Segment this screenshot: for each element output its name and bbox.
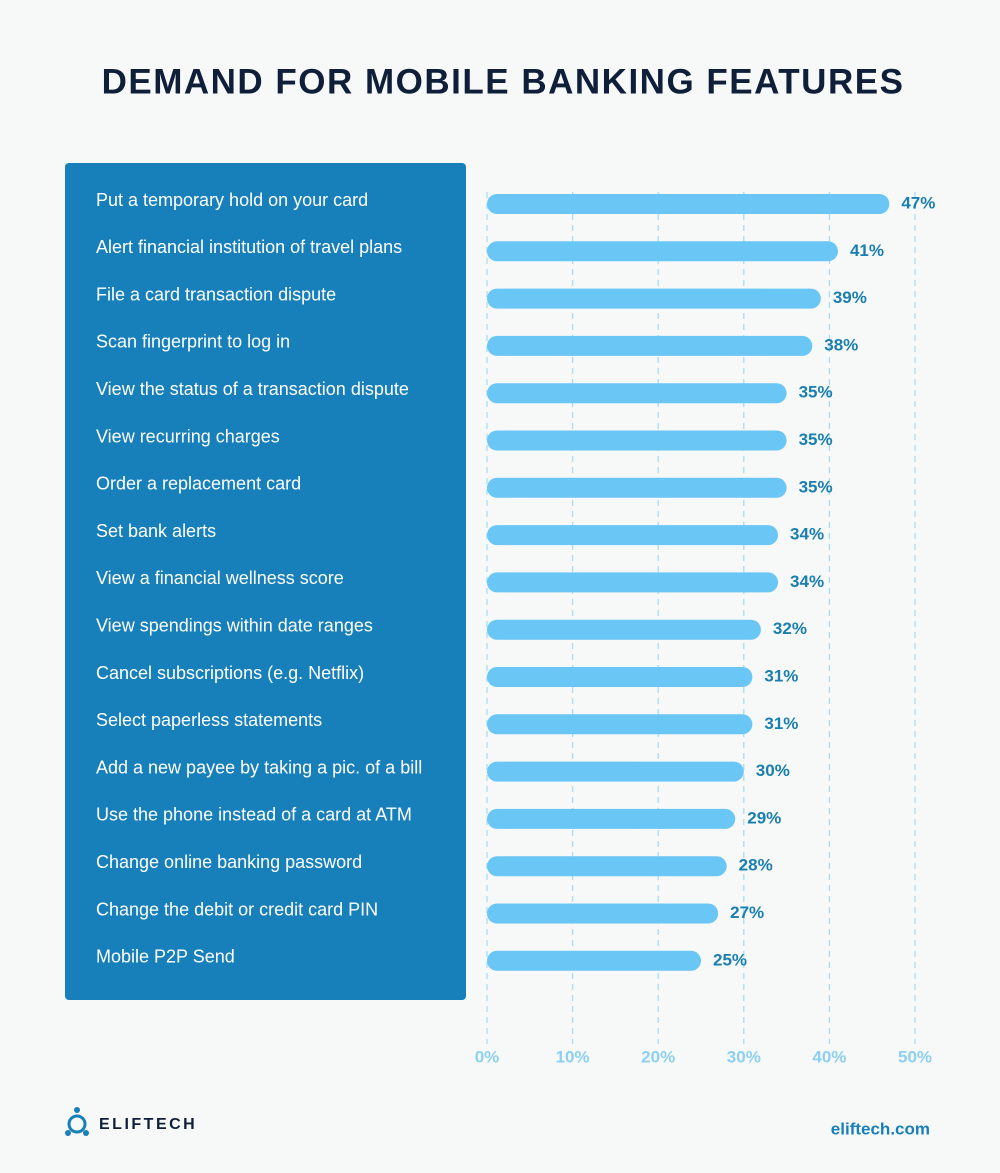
bar (487, 714, 753, 735)
category-label: Scan fingerprint to log in (96, 332, 290, 352)
category-label: Change the debit or credit card PIN (96, 899, 378, 919)
category-label: Add a new payee by taking a pic. of a bi… (96, 757, 422, 777)
bar (487, 241, 838, 262)
value-label: 25% (713, 950, 747, 969)
value-label: 39% (833, 288, 867, 307)
bar (487, 856, 727, 877)
bar (487, 430, 787, 451)
bar (487, 525, 779, 546)
value-label: 34% (790, 525, 824, 544)
value-label: 38% (824, 335, 858, 354)
value-label: 30% (756, 761, 790, 780)
category-label: Change online banking password (96, 852, 362, 872)
bar (487, 335, 813, 356)
bar (487, 808, 736, 829)
category-label: View recurring charges (96, 426, 280, 446)
category-label: View spendings within date ranges (96, 615, 373, 635)
x-tick-label: 30% (727, 1047, 761, 1066)
bar (487, 383, 787, 404)
bar (487, 619, 761, 640)
bar (487, 903, 719, 924)
category-label: File a card transaction dispute (96, 284, 336, 304)
value-label: 34% (790, 572, 824, 591)
brand-url[interactable]: eliftech.com (831, 1119, 930, 1138)
x-tick-label: 0% (475, 1047, 500, 1066)
bar (487, 194, 890, 214)
brand-name: ELIFTECH (99, 1116, 197, 1133)
value-label: 47% (901, 193, 935, 212)
category-label: Use the phone instead of a card at ATM (96, 805, 412, 825)
value-label: 29% (747, 808, 781, 827)
bar (487, 761, 744, 782)
bar (487, 288, 821, 309)
value-label: 35% (799, 477, 833, 496)
x-tick-label: 50% (898, 1047, 932, 1066)
value-label: 35% (799, 430, 833, 449)
value-label: 32% (773, 619, 807, 638)
category-label: Order a replacement card (96, 474, 301, 494)
value-label: 31% (764, 666, 798, 685)
category-label: Mobile P2P Send (96, 947, 235, 967)
category-label: View a financial wellness score (96, 568, 344, 588)
category-label: Set bank alerts (96, 521, 216, 541)
category-label: Put a temporary hold on your card (96, 190, 368, 210)
category-label: Alert financial institution of travel pl… (96, 237, 402, 257)
label-panel (65, 163, 466, 1000)
bar (487, 572, 779, 593)
x-tick-label: 20% (641, 1047, 675, 1066)
value-label: 41% (850, 241, 884, 260)
bar (487, 477, 787, 498)
value-label: 27% (730, 903, 764, 922)
logo (65, 1107, 89, 1136)
value-label: 28% (739, 856, 773, 875)
category-label: View the status of a transaction dispute (96, 379, 409, 399)
x-tick-label: 40% (812, 1047, 846, 1066)
category-label: Cancel subscriptions (e.g. Netflix) (96, 663, 364, 683)
chart-title: DEMAND FOR MOBILE BANKING FEATURES (102, 62, 905, 101)
value-label: 31% (764, 714, 798, 733)
x-tick-label: 10% (556, 1047, 590, 1066)
value-label: 35% (799, 383, 833, 402)
bar (487, 950, 701, 971)
bar (487, 667, 753, 687)
category-label: Select paperless statements (96, 710, 322, 730)
